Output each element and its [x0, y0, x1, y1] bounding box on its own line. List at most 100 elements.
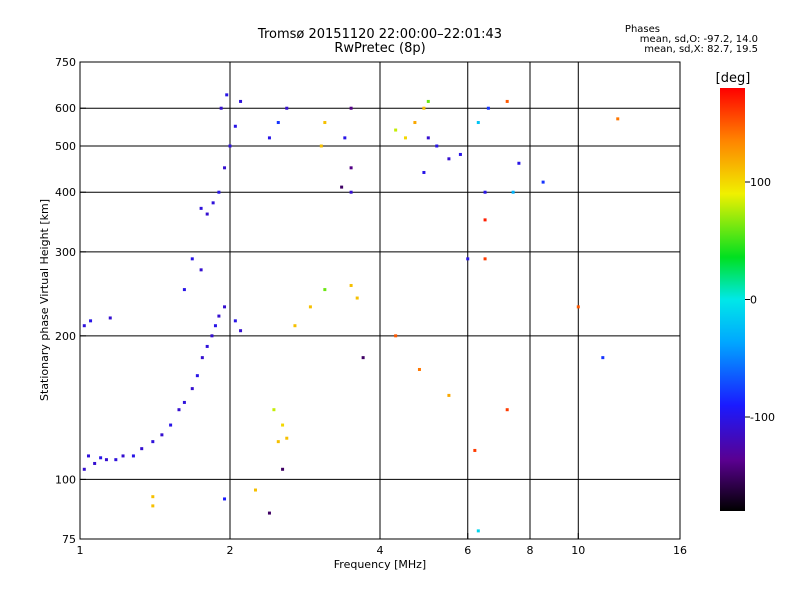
data-point: [426, 99, 430, 103]
data-point: [285, 436, 289, 440]
y-tick-label: 600: [55, 102, 76, 115]
data-point: [281, 467, 285, 471]
data-point: [210, 334, 214, 338]
y-tick-label: 300: [55, 246, 76, 259]
data-point: [239, 329, 243, 333]
data-point: [200, 356, 204, 360]
phases-mean-x: mean, sd,X: 82.7, 19.5: [644, 44, 758, 55]
data-point: [511, 190, 515, 194]
data-point: [199, 268, 203, 272]
grid-layer: [80, 62, 680, 539]
data-point: [99, 456, 103, 460]
chart-subtitle: RwPretec (8p): [334, 41, 426, 56]
data-point: [323, 121, 327, 125]
data-point: [394, 334, 398, 338]
x-tick-label: 4: [377, 544, 384, 557]
data-point: [349, 283, 353, 287]
data-point: [319, 144, 323, 148]
data-point: [505, 408, 509, 412]
data-point: [473, 448, 477, 452]
data-point: [308, 305, 312, 309]
y-tick-label: 750: [55, 56, 76, 69]
data-point: [403, 136, 407, 140]
data-point: [417, 367, 421, 371]
data-point: [349, 190, 353, 194]
data-point: [486, 106, 490, 110]
colorbar-tick-label: 0: [750, 294, 757, 307]
data-point: [82, 467, 86, 471]
data-point: [219, 106, 223, 110]
colorbar-tick-label: 100: [750, 176, 771, 189]
x-tick-label: 10: [571, 544, 585, 557]
data-point: [476, 121, 480, 125]
data-point: [466, 257, 470, 261]
chart-title: Tromsø 20151120 22:00:00–22:01:43: [257, 27, 503, 42]
y-tick-label: 500: [55, 140, 76, 153]
data-point: [413, 121, 417, 125]
data-point: [223, 305, 227, 309]
data-point: [182, 400, 186, 404]
data-point: [211, 201, 215, 205]
data-point: [151, 440, 155, 444]
x-axis-label: Frequency [MHz]: [334, 558, 426, 571]
data-point: [233, 319, 237, 323]
data-point: [576, 305, 580, 309]
colorbar-unit: [deg]: [716, 71, 751, 86]
data-point: [340, 185, 344, 189]
data-point: [323, 288, 327, 292]
data-point: [505, 99, 509, 103]
data-point: [177, 408, 181, 412]
data-point: [151, 504, 155, 508]
data-point: [349, 106, 353, 110]
data-point: [86, 454, 90, 458]
data-point: [223, 497, 227, 501]
phases-mean-o: mean, sd,O: -97.2, 14.0: [639, 34, 758, 45]
y-axis-label: Stationary phase Virtual Height [km]: [38, 199, 51, 401]
data-point: [190, 257, 194, 261]
data-point: [140, 447, 144, 451]
y-tick-label: 200: [55, 330, 76, 343]
data-point: [89, 319, 93, 323]
data-point: [355, 296, 359, 300]
x-tick-label: 2: [227, 544, 234, 557]
colorbar-tick-label: -100: [750, 411, 775, 424]
data-point: [601, 356, 605, 360]
data-point: [205, 344, 209, 348]
data-point: [104, 458, 108, 462]
x-tick-label: 16: [673, 544, 687, 557]
data-point: [447, 393, 451, 397]
axis-ticks: 1 2 4 6 8 10 16 75 100 200 300 400 500 600 750: [55, 56, 687, 557]
data-point: [517, 161, 521, 165]
data-point: [199, 206, 203, 210]
x-tick-label: 1: [77, 544, 84, 557]
x-tick-label: 6: [464, 544, 471, 557]
data-point: [483, 190, 487, 194]
data-point: [267, 511, 271, 515]
data-point: [217, 314, 221, 318]
data-point: [272, 408, 276, 412]
y-tick-label: 400: [55, 186, 76, 199]
data-point: [276, 440, 280, 444]
data-point: [131, 454, 135, 458]
data-point: [458, 152, 462, 156]
data-point: [205, 212, 209, 216]
data-point: [285, 106, 289, 110]
data-point: [190, 387, 194, 391]
colorbar: [720, 88, 745, 511]
data-point: [476, 529, 480, 533]
data-point: [293, 324, 297, 328]
data-point: [169, 423, 173, 427]
data-point: [483, 218, 487, 222]
data-point: [233, 124, 237, 128]
data-point: [239, 99, 243, 103]
data-point: [426, 136, 430, 140]
data-point: [267, 136, 271, 140]
data-point: [228, 144, 232, 148]
data-point: [182, 288, 186, 292]
data-point: [121, 454, 125, 458]
data-point: [195, 374, 199, 378]
data-point: [213, 324, 217, 328]
y-tick-label: 75: [62, 533, 76, 546]
colorbar-ticks: 100 0 -100: [745, 176, 775, 424]
